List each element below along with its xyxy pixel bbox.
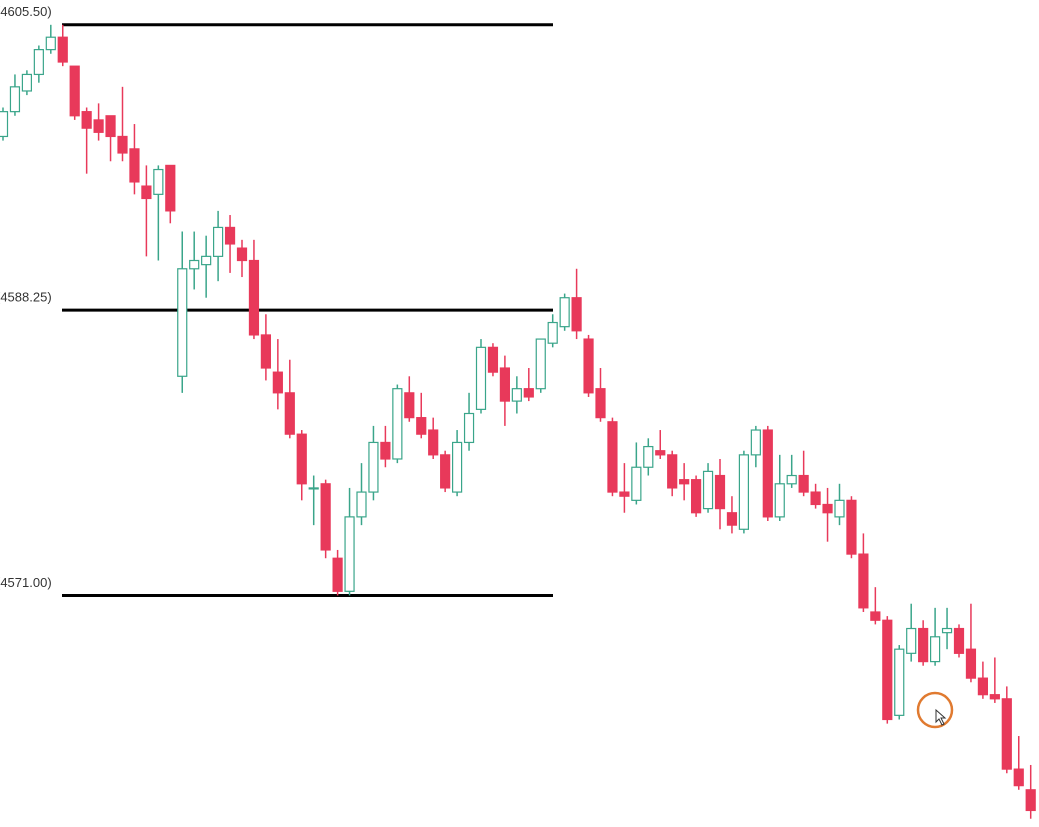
levels: (4605.50) (4588.25) (4571.00): [0, 4, 553, 597]
candle-body: [141, 185, 152, 200]
candle-body: [380, 441, 391, 460]
candle-body: [201, 255, 212, 266]
candle-body: [726, 512, 738, 526]
candle-body: [571, 297, 582, 332]
candle-body: [487, 346, 499, 373]
candle-body: [452, 441, 463, 493]
candle-body: [786, 474, 797, 485]
candle-body: [941, 627, 953, 634]
candle-body: [33, 49, 44, 76]
candle-body: [894, 648, 905, 716]
candle-body: [798, 474, 809, 493]
candle-body: [0, 111, 9, 138]
cursor: [916, 691, 954, 729]
candle-body: [906, 627, 917, 654]
candle-body: [475, 346, 487, 410]
candle-body: [714, 474, 726, 510]
candle-body: [918, 627, 929, 663]
candle-body: [272, 371, 283, 394]
candle-body: [595, 388, 606, 419]
candle-body: [368, 441, 379, 493]
candle-body: [977, 677, 989, 696]
candle-body: [224, 226, 236, 245]
candle-body: [499, 367, 510, 402]
candle-body: [1001, 698, 1012, 770]
candle-body: [690, 479, 702, 514]
candle-body: [679, 479, 690, 485]
candle-body: [404, 392, 415, 419]
candle-body: [655, 450, 666, 456]
candle-body: [535, 338, 546, 390]
candle-body: [583, 338, 594, 394]
candle-body: [846, 499, 857, 555]
candle-body: [260, 334, 271, 369]
candles: [0, 24, 1036, 819]
candle-body: [117, 135, 128, 154]
candle-body: [762, 429, 773, 518]
candle-body: [511, 388, 522, 402]
candle-body: [69, 65, 80, 117]
candle-body: [631, 466, 642, 501]
candle-body: [607, 421, 618, 493]
candle-body: [189, 259, 200, 270]
candle-body: [858, 553, 869, 609]
candle-body: [320, 483, 331, 551]
candle-body: [774, 483, 785, 518]
candle-body: [463, 412, 475, 444]
candle-body: [1013, 768, 1024, 787]
candle-body: [45, 36, 56, 51]
level-label: (4588.25): [0, 290, 52, 305]
candle-body: [559, 297, 570, 328]
candle-body: [296, 433, 307, 485]
candle-body: [153, 168, 164, 195]
candle-body: [105, 115, 116, 138]
mouse-pointer: [935, 708, 947, 726]
candle-body: [177, 268, 188, 377]
candle-body: [882, 619, 893, 721]
candle-body: [667, 454, 678, 489]
candle-body: [332, 557, 343, 592]
candle-body: [93, 119, 104, 133]
candle-body: [929, 636, 941, 663]
candle-body: [81, 111, 92, 129]
candle-body: [165, 164, 176, 212]
candle-body: [129, 148, 140, 183]
candle-body: [416, 417, 427, 435]
candle-body: [810, 491, 821, 506]
candle-body: [750, 429, 761, 456]
candle-body: [1025, 789, 1036, 812]
level-label: (4571.00): [0, 575, 52, 590]
candle-body: [356, 491, 367, 518]
candle-body: [870, 611, 881, 621]
candle-body: [236, 247, 248, 262]
candle-body: [428, 429, 439, 456]
candle-body: [702, 470, 714, 510]
candle-body: [440, 454, 451, 489]
candle-body: [523, 388, 534, 398]
click-indicator: [916, 691, 954, 729]
candle-body: [9, 86, 21, 113]
candle-body: [953, 627, 965, 654]
candle-body: [248, 259, 260, 336]
candle-body: [547, 321, 558, 344]
candle-body: [392, 388, 403, 460]
candle-body: [738, 454, 750, 530]
candle-body: [213, 226, 224, 257]
level-label: (4605.50): [0, 4, 52, 19]
candle-body: [284, 392, 295, 435]
candle-body: [989, 694, 1000, 700]
candle-body: [21, 73, 32, 92]
candle-body: [308, 487, 319, 490]
candle-body: [57, 36, 68, 63]
candle-body: [344, 516, 355, 592]
candle-body: [619, 491, 630, 497]
candle-body: [822, 503, 833, 514]
candle-body: [643, 445, 654, 468]
candle-body: [834, 499, 845, 518]
candle-body: [965, 648, 977, 679]
